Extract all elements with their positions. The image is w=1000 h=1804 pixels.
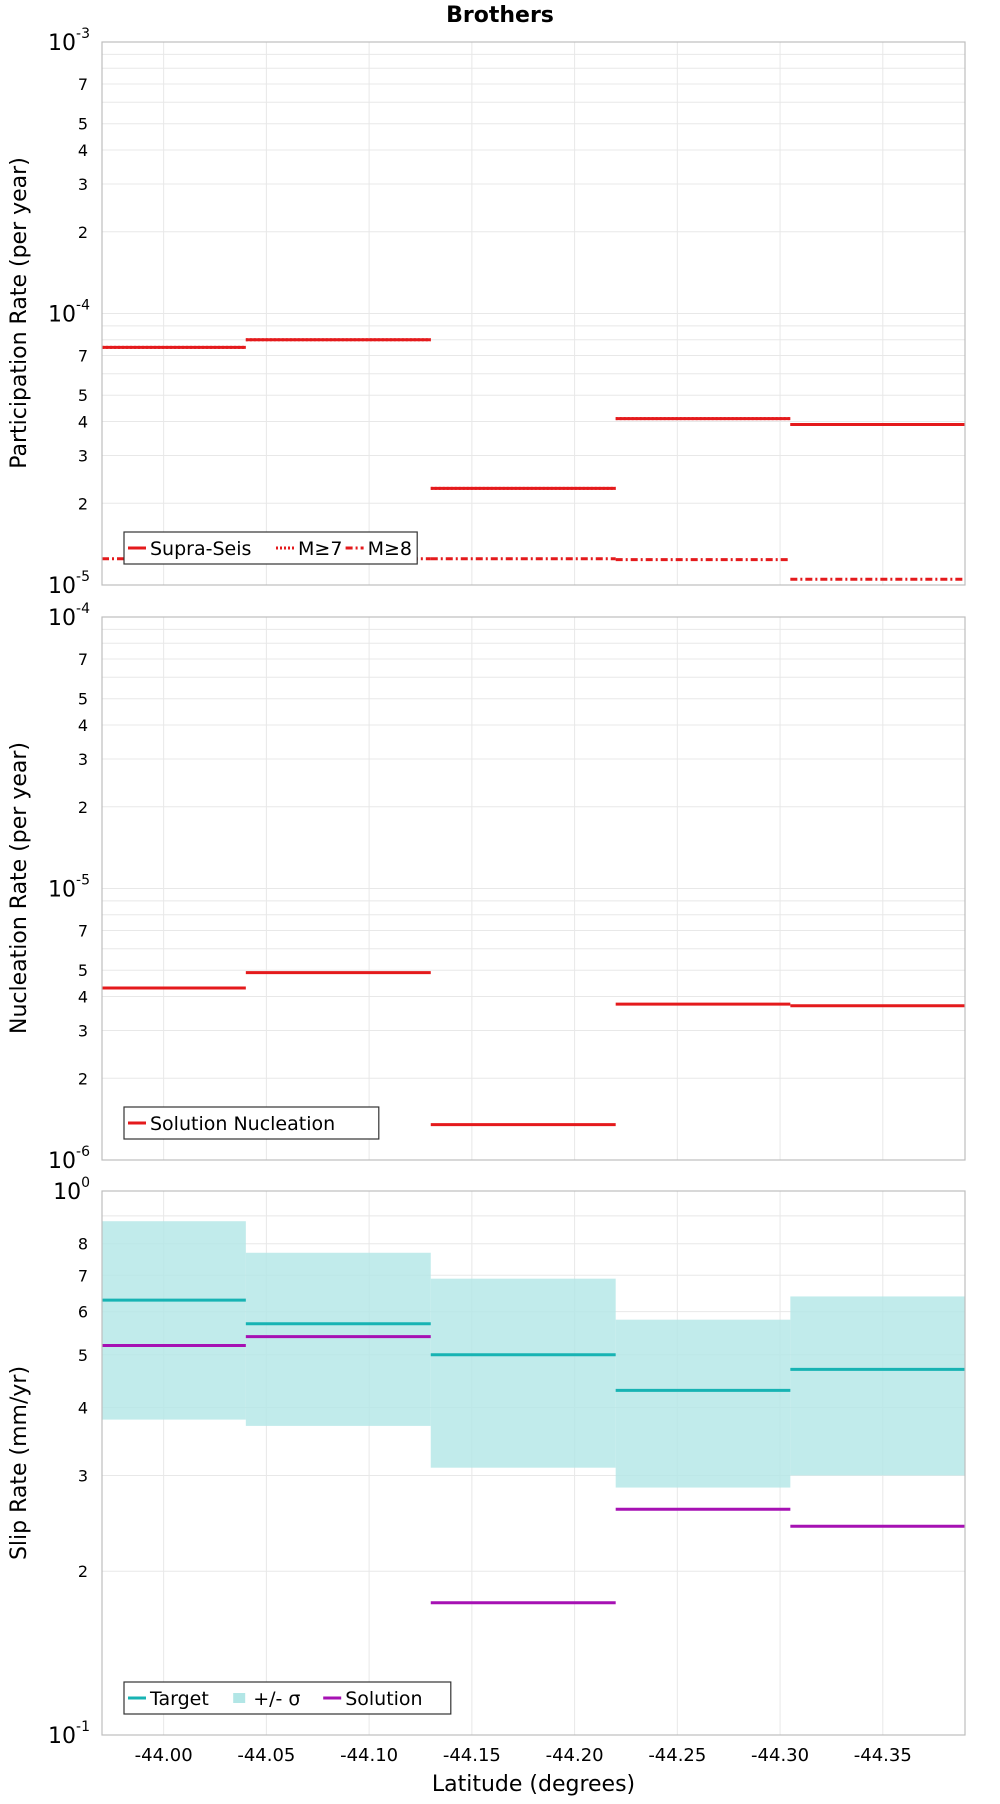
y-tick-label: 10-6 bbox=[48, 1144, 90, 1174]
x-tick-label: -44.30 bbox=[751, 1745, 809, 1766]
y-axis-label: Slip Rate (mm/yr) bbox=[7, 1366, 32, 1560]
y-minor-tick-label: 4 bbox=[78, 716, 88, 735]
grid bbox=[102, 617, 965, 1161]
y-tick-label: 10-5 bbox=[48, 569, 90, 599]
y-axis-label: Nucleation Rate (per year) bbox=[7, 742, 32, 1034]
legend-label: M≥8 bbox=[368, 538, 412, 560]
y-minor-tick-label: 4 bbox=[78, 141, 88, 160]
plot-frame bbox=[101, 616, 966, 1161]
y-minor-tick-label: 2 bbox=[78, 223, 88, 242]
chart-title: Brothers bbox=[446, 3, 554, 28]
y-tick-label: 10-1 bbox=[48, 1719, 90, 1749]
band-segment bbox=[102, 1221, 246, 1420]
y-minor-tick-label: 5 bbox=[78, 386, 88, 405]
x-axis-label: Latitude (degrees) bbox=[432, 1772, 635, 1797]
series-supra-seis bbox=[102, 338, 965, 490]
y-minor-tick-label: 5 bbox=[78, 1346, 88, 1365]
y-minor-tick-label: 3 bbox=[78, 1021, 88, 1040]
legend-box bbox=[123, 1681, 452, 1715]
legend-entry: Solution Nucleation bbox=[128, 1113, 335, 1135]
x-tick-label: -44.00 bbox=[135, 1745, 193, 1766]
x-tick-label: -44.10 bbox=[340, 1745, 398, 1766]
x-tick-label: -44.25 bbox=[648, 1745, 706, 1766]
y-minor-tick-label: 6 bbox=[78, 1303, 88, 1322]
legend-box bbox=[123, 531, 418, 565]
legend-entry: M≥7 bbox=[276, 538, 342, 560]
y-minor-tick-label: 4 bbox=[78, 413, 88, 432]
y-minor-tick-label: 3 bbox=[78, 446, 88, 465]
legend-entry: +/- σ bbox=[233, 1688, 300, 1710]
x-tick-label: -44.15 bbox=[443, 1745, 501, 1766]
plot-frame bbox=[101, 41, 966, 586]
series-solution bbox=[102, 1335, 965, 1605]
legend-entry: Solution bbox=[323, 1688, 423, 1710]
y-minor-tick-label: 8 bbox=[78, 1235, 88, 1254]
legend-box bbox=[123, 1106, 380, 1140]
y-minor-tick-label: 4 bbox=[78, 988, 88, 1007]
band-segment bbox=[615, 1319, 791, 1488]
legend-label: M≥7 bbox=[298, 538, 342, 560]
y-minor-tick-label: 5 bbox=[78, 115, 88, 134]
legend-label: Target bbox=[149, 1688, 209, 1710]
plot-frame bbox=[101, 1190, 966, 1736]
y-axis-label: Participation Rate (per year) bbox=[7, 157, 32, 469]
x-tick-label: -44.20 bbox=[546, 1745, 604, 1766]
legend-swatch bbox=[233, 1693, 246, 1703]
y-minor-tick-label: 7 bbox=[78, 1266, 88, 1285]
legend-label: +/- σ bbox=[253, 1688, 300, 1710]
band-segment bbox=[790, 1296, 965, 1476]
legend-label: Solution bbox=[345, 1688, 422, 1710]
y-minor-tick-label: 2 bbox=[78, 798, 88, 817]
legend: Target +/- σ Solution bbox=[123, 1681, 452, 1715]
grid bbox=[102, 42, 965, 586]
legend-entry: M≥8 bbox=[345, 538, 412, 560]
y-minor-tick-label: 7 bbox=[78, 75, 88, 94]
legend-label: Solution Nucleation bbox=[150, 1113, 335, 1135]
y-minor-tick-label: 7 bbox=[78, 650, 88, 669]
y-tick-label: 10-3 bbox=[48, 26, 90, 56]
participation-rate-panel: 10-5 10-4 10-3 2 3 4 5 7 2 3 4 5 7 Participation Rate… bbox=[7, 26, 966, 599]
y-minor-tick-label: 5 bbox=[78, 690, 88, 709]
y-minor-tick-label: 7 bbox=[78, 347, 88, 366]
legend-label: Supra-Seis bbox=[150, 538, 251, 560]
series-solution-nucleation bbox=[102, 971, 965, 1127]
y-minor-tick-label: 7 bbox=[78, 922, 88, 941]
y-minor-tick-label: 2 bbox=[78, 494, 88, 513]
y-minor-tick-label: 2 bbox=[78, 1562, 88, 1581]
series-m-7 bbox=[102, 338, 965, 490]
legend: Solution Nucleation bbox=[123, 1106, 380, 1140]
slip-rate-panel: 10-1 100 2 3 4 5 6 7 8 Slip Rate (mm/yr) -44.00 -44… bbox=[7, 1175, 966, 1797]
y-tick-label: 100 bbox=[53, 1175, 90, 1205]
y-tick-label: 10-5 bbox=[48, 873, 90, 903]
legend-entry: Target bbox=[128, 1688, 209, 1710]
nucleation-rate-panel: 10-6 10-5 10-4 2 3 4 5 7 2 3 4 5 7 Nucleation Rate (p… bbox=[7, 601, 966, 1174]
y-minor-tick-label: 3 bbox=[78, 750, 88, 769]
y-minor-tick-label: 5 bbox=[78, 961, 88, 980]
y-minor-tick-label: 3 bbox=[78, 175, 88, 194]
y-minor-tick-label: 2 bbox=[78, 1069, 88, 1088]
legend-entry: Supra-Seis bbox=[128, 538, 251, 560]
band-segment bbox=[245, 1252, 431, 1426]
legend: Supra-Seis M≥7 M≥8 bbox=[123, 531, 418, 565]
x-tick-label: -44.35 bbox=[854, 1745, 912, 1766]
y-tick-label: 10-4 bbox=[48, 601, 90, 631]
y-minor-tick-label: 4 bbox=[78, 1398, 88, 1417]
band--sigma bbox=[102, 1221, 965, 1488]
x-tick-label: -44.05 bbox=[237, 1745, 295, 1766]
series-target bbox=[102, 1298, 965, 1392]
band-segment bbox=[430, 1278, 616, 1468]
y-minor-tick-label: 3 bbox=[78, 1466, 88, 1485]
y-tick-label: 10-4 bbox=[48, 298, 90, 328]
